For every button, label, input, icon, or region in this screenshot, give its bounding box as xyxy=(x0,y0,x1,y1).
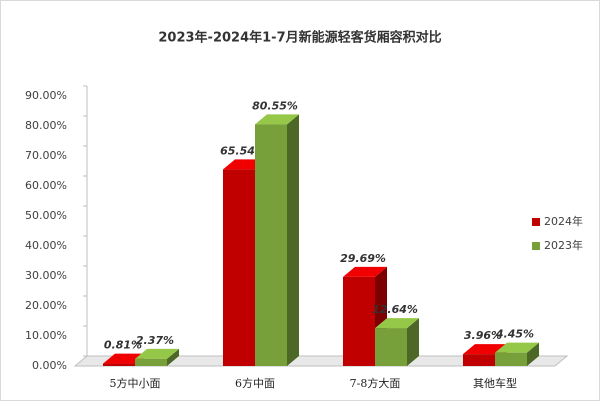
y-tick-label: 20.00% xyxy=(25,299,67,312)
value-label: 2.37% xyxy=(136,334,174,347)
value-label: 29.69% xyxy=(340,252,386,265)
value-label: 3.96% xyxy=(464,329,502,342)
y-tick-label: 30.00% xyxy=(25,269,67,282)
legend-label: 2024年 xyxy=(544,214,583,228)
x-tick-label: 其他车型 xyxy=(473,376,517,390)
x-tick-label: 6方中面 xyxy=(235,376,275,390)
x-tick-label: 5方中小面 xyxy=(110,376,161,390)
bar xyxy=(223,169,255,366)
bar-top xyxy=(375,318,419,329)
y-tick-label: 90.00% xyxy=(25,89,67,102)
bar xyxy=(375,328,407,366)
value-label: 0.81% xyxy=(104,339,142,352)
bar-top xyxy=(255,114,299,125)
bar-side xyxy=(407,318,419,366)
bar-top xyxy=(135,348,179,359)
bar xyxy=(255,124,287,366)
value-label: 4.45% xyxy=(495,328,534,341)
legend-swatch xyxy=(532,218,540,226)
y-tick-label: 40.00% xyxy=(25,239,67,252)
bar-top xyxy=(495,342,539,353)
bar xyxy=(463,354,495,366)
bar xyxy=(135,358,167,366)
bar xyxy=(103,363,135,366)
y-tick-label: 60.00% xyxy=(25,179,67,192)
y-tick-label: 0.00% xyxy=(32,359,67,372)
y-tick-label: 70.00% xyxy=(25,149,67,162)
value-label: 65.54% xyxy=(220,144,266,157)
bar xyxy=(343,276,375,366)
x-tick-label: 7-8方大面 xyxy=(350,376,401,390)
chart-title: 2023年-2024年1-7月新能源轻客货厢容积对比 xyxy=(158,30,441,46)
y-tick-label: 10.00% xyxy=(25,329,67,342)
bar-side xyxy=(167,348,179,366)
bar-top xyxy=(463,344,507,355)
legend-label: 2023年 xyxy=(544,238,583,252)
bar xyxy=(495,352,527,366)
value-label: 80.55% xyxy=(252,99,298,112)
y-tick-label: 80.00% xyxy=(25,119,67,132)
legend-swatch xyxy=(532,242,540,250)
value-label: 12.64% xyxy=(372,303,418,316)
bar-side xyxy=(287,114,299,366)
bar-top xyxy=(343,266,387,277)
y-tick-label: 50.00% xyxy=(25,209,67,222)
bar-side xyxy=(527,342,539,366)
